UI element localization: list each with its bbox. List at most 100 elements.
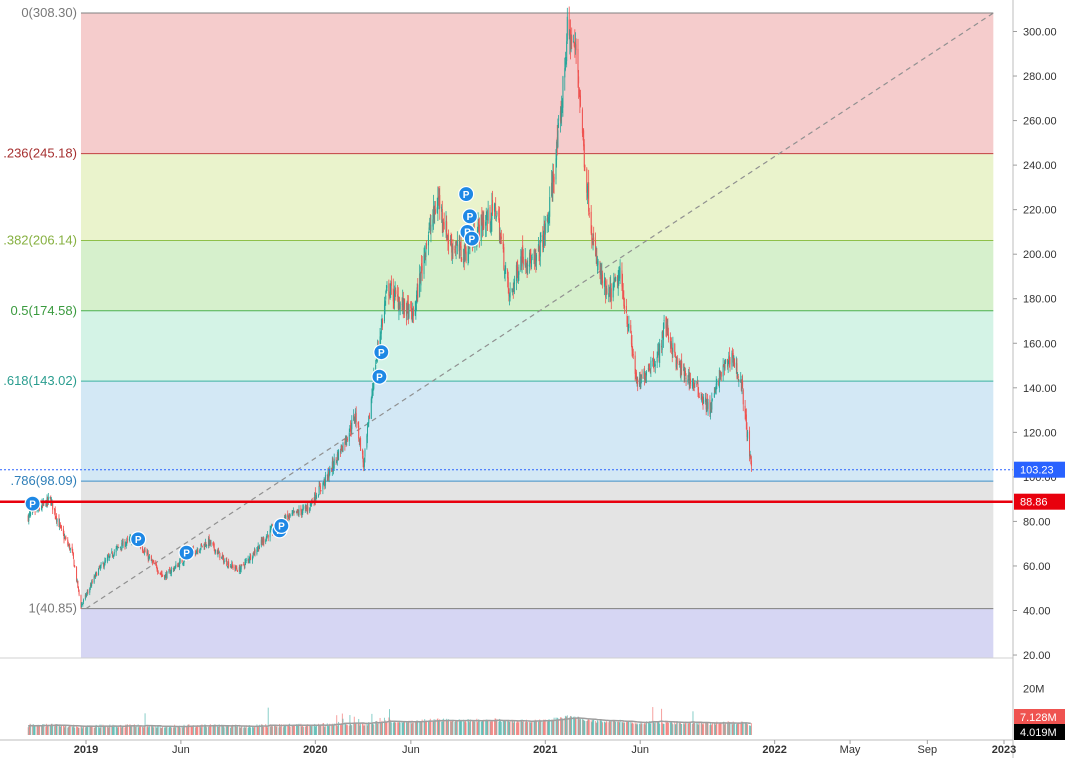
candle-357 bbox=[341, 444, 343, 451]
candle-body bbox=[416, 294, 418, 304]
candle-body bbox=[71, 546, 73, 551]
candle-body bbox=[30, 513, 32, 515]
candle-564 bbox=[522, 249, 524, 270]
candle-body bbox=[300, 508, 302, 512]
candle-body bbox=[652, 358, 654, 362]
candle-56 bbox=[76, 578, 78, 584]
candle-body bbox=[459, 241, 461, 251]
candle-body bbox=[570, 40, 572, 51]
candle-532 bbox=[495, 197, 497, 221]
candle-255 bbox=[252, 555, 254, 564]
candle-body bbox=[627, 324, 629, 327]
candle-803 bbox=[733, 355, 735, 367]
candle-101 bbox=[116, 544, 118, 550]
candle-355 bbox=[339, 448, 341, 457]
candle-316 bbox=[305, 505, 307, 512]
candle-body bbox=[73, 559, 75, 567]
candle-249 bbox=[245, 557, 247, 564]
candle-337 bbox=[323, 477, 325, 487]
candle-body bbox=[461, 258, 463, 261]
candle-430 bbox=[405, 302, 407, 326]
candle-177 bbox=[182, 561, 184, 567]
candle-170 bbox=[177, 562, 179, 568]
p-marker-5[interactable]: P bbox=[371, 368, 388, 385]
candle-body bbox=[358, 439, 360, 442]
candle-608 bbox=[561, 98, 563, 114]
candle-body bbox=[516, 266, 518, 271]
p-marker-4[interactable]: P bbox=[273, 517, 290, 534]
candle-body bbox=[403, 298, 405, 309]
candle-body bbox=[578, 88, 580, 94]
candle-474 bbox=[443, 212, 445, 230]
candle-body bbox=[99, 566, 101, 569]
candle-body bbox=[729, 358, 731, 365]
p-marker-0[interactable]: P bbox=[24, 495, 41, 512]
candle-295 bbox=[287, 510, 289, 522]
candle-body bbox=[289, 513, 291, 517]
candle-body bbox=[667, 334, 669, 340]
candle-body bbox=[85, 594, 87, 597]
candle-145 bbox=[155, 560, 157, 566]
candle-body bbox=[547, 219, 549, 222]
candle-663 bbox=[610, 275, 612, 302]
candle-645 bbox=[595, 232, 597, 257]
candle-812 bbox=[741, 375, 743, 395]
candle-804 bbox=[733, 357, 735, 369]
candle-body bbox=[209, 539, 211, 545]
candle-body bbox=[415, 304, 417, 311]
candle-451 bbox=[424, 245, 426, 264]
candle-550 bbox=[511, 287, 513, 293]
candle-305 bbox=[295, 511, 297, 514]
candle-130 bbox=[142, 545, 144, 553]
p-marker-2[interactable]: P bbox=[178, 544, 195, 561]
candle-247 bbox=[244, 558, 246, 569]
candle-312 bbox=[301, 508, 303, 518]
candle-598 bbox=[552, 164, 554, 193]
candle-694 bbox=[637, 376, 639, 392]
p-marker-1[interactable]: P bbox=[130, 531, 147, 548]
candle-619 bbox=[571, 27, 573, 50]
y-tick-label: 80.00 bbox=[1023, 516, 1051, 528]
candle-605 bbox=[559, 106, 561, 133]
candle-body bbox=[676, 356, 678, 364]
candle-body bbox=[727, 362, 729, 366]
candle-637 bbox=[587, 182, 589, 199]
p-marker-8[interactable]: P bbox=[461, 208, 479, 225]
candle-body bbox=[320, 490, 322, 491]
candle-690 bbox=[634, 351, 636, 382]
candle-body bbox=[493, 204, 495, 211]
candle-591 bbox=[547, 212, 549, 223]
candle-body bbox=[147, 552, 149, 555]
candle-15 bbox=[40, 505, 42, 511]
candle-body bbox=[703, 399, 705, 404]
candle-body bbox=[618, 275, 620, 278]
candle-body bbox=[551, 182, 553, 197]
p-marker-6[interactable]: P bbox=[373, 344, 390, 361]
p-marker-10[interactable]: P bbox=[463, 230, 480, 247]
candle-body bbox=[324, 475, 326, 486]
candle-49 bbox=[69, 547, 71, 553]
candle-739 bbox=[676, 355, 678, 371]
candle-body bbox=[451, 242, 453, 253]
candle-body bbox=[621, 270, 623, 287]
candle-body bbox=[449, 239, 451, 242]
candle-body bbox=[608, 288, 610, 292]
p-marker-7[interactable]: P bbox=[458, 185, 475, 203]
candle-148 bbox=[157, 567, 159, 575]
candle-body bbox=[455, 246, 457, 249]
candle-789 bbox=[720, 371, 722, 382]
candle-114 bbox=[126, 535, 128, 544]
candle-524 bbox=[487, 200, 489, 224]
candle-body bbox=[635, 372, 637, 375]
candle-673 bbox=[618, 266, 620, 282]
candle-body bbox=[738, 379, 740, 381]
candle-351 bbox=[336, 460, 338, 464]
candle-body bbox=[745, 414, 747, 430]
candle-750 bbox=[687, 375, 689, 385]
candle-body bbox=[91, 581, 93, 583]
p-markers: PPPPPPPPPPP bbox=[24, 185, 480, 561]
candle-311 bbox=[301, 509, 303, 518]
candle-348 bbox=[333, 461, 335, 475]
candle-body bbox=[76, 566, 78, 581]
